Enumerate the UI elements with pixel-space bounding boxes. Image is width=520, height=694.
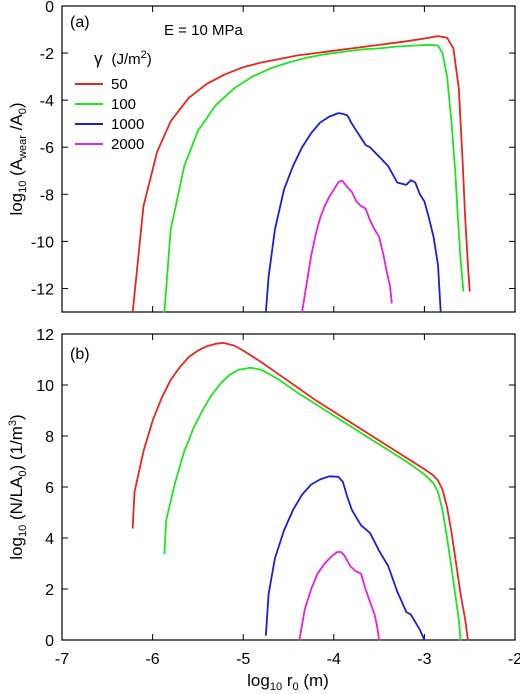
- x-tick-label: -3: [417, 651, 431, 668]
- ylabel-a-post: /A: [7, 114, 26, 135]
- ylabel-b-post: ) (1/m: [7, 426, 26, 470]
- xlabel-log: log: [247, 671, 270, 690]
- series-b-50: [131, 341, 469, 641]
- xlabel-sub0: 0: [292, 681, 298, 693]
- plot-frame-a: [61, 5, 516, 313]
- x-tick-label: -4: [327, 651, 341, 668]
- xlabel-mid: r: [282, 671, 293, 690]
- series-a-2000: [301, 179, 393, 313]
- legend-label-50: 50: [111, 76, 128, 93]
- annotation-modulus: E = 10 MPa: [164, 22, 243, 39]
- legend-title: γ (J/m2): [94, 49, 152, 68]
- panel-label-b: (b): [70, 346, 90, 363]
- series-a: [131, 35, 471, 313]
- legend-label-100: 100: [111, 96, 136, 113]
- y-tick-label-b: 2: [45, 582, 54, 599]
- ylabel-b-end: ): [7, 414, 26, 420]
- y-tick-label-a: -4: [40, 93, 54, 110]
- y-axis-label-b: log10 (N/LA0) (1/m3): [7, 414, 29, 559]
- legend: 50 100 1000 2000: [75, 76, 144, 153]
- ylabel-b-sub10: 10: [17, 525, 29, 537]
- xlabel-sub10: 10: [270, 681, 282, 693]
- series-b-1000: [264, 475, 426, 641]
- series-b-100: [163, 366, 462, 641]
- plot-frame-b: [61, 333, 516, 641]
- y-tick-label-a: -6: [40, 140, 54, 157]
- panel-label-a: (a): [70, 14, 90, 31]
- series-b: [131, 341, 469, 641]
- series-a-50: [131, 35, 471, 313]
- panel-a: 0 -2 -4 -6 -8 -10 -12 (a) E = 10 MPa γ (J/m2) 5…: [7, 0, 516, 313]
- x-tick-label: -6: [145, 651, 159, 668]
- x-tick-label: -5: [236, 651, 250, 668]
- x-tick-label: -7: [55, 651, 69, 668]
- y-tick-label-b: 8: [45, 429, 54, 446]
- y-tick-label-a: 0: [45, 0, 54, 16]
- y-axis-label-a: log10 (Awear /A0): [7, 102, 29, 215]
- legend-title-symbol: γ: [94, 49, 103, 68]
- x-axis-label: log10 r0 (m): [247, 671, 329, 693]
- series-b-2000: [298, 551, 381, 641]
- ylabel-a-sub-wear: wear: [17, 135, 29, 160]
- ticks-a: 0 -2 -4 -6 -8 -10 -12: [31, 0, 516, 312]
- series-a-1000: [264, 112, 442, 313]
- ylabel-a-sub10: 10: [17, 181, 29, 193]
- ylabel-a-mid: (A: [7, 158, 26, 180]
- y-tick-label-b: 0: [45, 633, 54, 650]
- legend-label-1000: 1000: [111, 116, 144, 133]
- y-tick-label-b: 10: [36, 378, 54, 395]
- ticks-b: -7 -6 -5 -4 -3 -2 12 10 8 6 4 2 0: [36, 327, 520, 668]
- ylabel-a-log: log: [7, 193, 26, 216]
- y-tick-label-a: -8: [40, 187, 54, 204]
- xlabel-units: (m): [299, 671, 329, 690]
- series-a-100: [163, 43, 465, 313]
- y-tick-label-b: 12: [36, 327, 54, 344]
- ylabel-b-mid: (N/LA: [7, 476, 26, 525]
- legend-title-units-close: ): [147, 51, 152, 68]
- legend-title-units: (J/m: [112, 51, 141, 68]
- legend-title-units-sup: 2: [141, 49, 147, 61]
- y-tick-label-a: -2: [40, 46, 54, 63]
- ylabel-b-sub0: 0: [17, 470, 29, 476]
- y-tick-label-a: -12: [31, 281, 54, 298]
- y-tick-label-b: 6: [45, 480, 54, 497]
- y-tick-label-a: -10: [31, 234, 54, 251]
- ylabel-b-sup3: 3: [7, 420, 19, 426]
- y-tick-label-b: 4: [45, 531, 54, 548]
- ylabel-a-sub0: 0: [17, 108, 29, 114]
- x-tick-label: -2: [508, 651, 520, 668]
- ylabel-a-end: ): [7, 102, 26, 108]
- legend-label-2000: 2000: [111, 136, 144, 153]
- ylabel-b-log: log: [7, 537, 26, 560]
